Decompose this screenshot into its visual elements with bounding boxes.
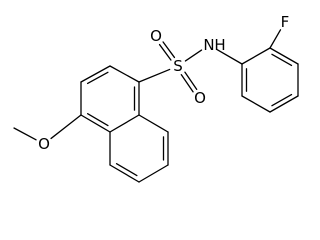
bond	[80, 65, 111, 83]
bond	[138, 164, 169, 183]
bond	[86, 113, 109, 127]
bond	[184, 71, 198, 90]
bond	[138, 114, 169, 133]
bond	[138, 68, 171, 83]
bond	[109, 114, 140, 133]
atom-label: F	[281, 13, 290, 31]
atom-label: O	[150, 27, 162, 45]
bond	[80, 114, 111, 133]
atom-label: N	[203, 36, 214, 54]
bond	[184, 49, 203, 62]
bond	[271, 93, 293, 107]
bond	[109, 164, 140, 183]
bond	[50, 114, 82, 140]
bond	[269, 47, 299, 65]
bond	[241, 95, 271, 113]
atom-label: O	[38, 135, 50, 153]
structure-diagram: S O O N H F O	[13, 13, 299, 183]
bond	[180, 74, 194, 93]
atom-label: O	[194, 89, 206, 107]
bond	[216, 48, 243, 65]
atom-label: H	[214, 36, 225, 54]
bonds	[13, 29, 299, 183]
bond	[162, 41, 176, 59]
bond	[115, 162, 138, 177]
bond	[271, 53, 293, 67]
bond	[241, 47, 271, 65]
bond	[269, 95, 299, 113]
bond	[269, 29, 282, 49]
bond	[158, 43, 172, 61]
bond	[13, 127, 37, 141]
bond	[86, 71, 109, 85]
atom-label: S	[173, 57, 183, 75]
bond	[109, 65, 140, 83]
